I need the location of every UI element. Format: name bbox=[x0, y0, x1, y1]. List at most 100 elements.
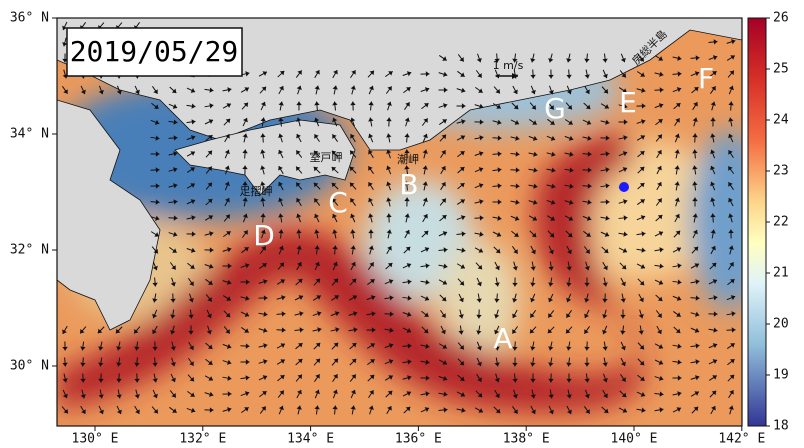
current-vector-head bbox=[549, 105, 554, 110]
current-vector-head bbox=[353, 327, 358, 333]
current-vector-head bbox=[299, 327, 304, 333]
current-vector-head bbox=[659, 407, 664, 413]
current-vector-head bbox=[695, 311, 700, 317]
current-vector-head bbox=[479, 135, 484, 141]
x-tick-label: 140° E bbox=[611, 432, 658, 447]
current-vector-head bbox=[514, 232, 519, 237]
current-vector-head bbox=[425, 391, 430, 397]
current-vector-head bbox=[513, 409, 518, 414]
current-vector-head bbox=[207, 182, 212, 188]
current-vector-head bbox=[441, 134, 447, 140]
current-vector-head bbox=[639, 151, 645, 156]
current-vector-head bbox=[695, 359, 700, 365]
current-vector-head bbox=[569, 199, 574, 205]
current-vector-head bbox=[386, 229, 392, 234]
current-vector-head bbox=[209, 407, 214, 413]
current-vector-head bbox=[513, 249, 518, 254]
current-vector-head bbox=[695, 375, 700, 381]
current-vector-head bbox=[551, 151, 556, 157]
current-vector-head bbox=[533, 151, 538, 157]
current-vector-head bbox=[404, 165, 410, 170]
current-vector-head bbox=[244, 247, 249, 252]
current-vector-head bbox=[639, 166, 645, 172]
current-vector-head bbox=[332, 389, 338, 395]
current-vector-head bbox=[494, 314, 500, 319]
current-vector-head bbox=[605, 183, 610, 189]
current-vector-head bbox=[243, 230, 248, 235]
current-vector-head bbox=[515, 183, 520, 189]
current-vector-head bbox=[477, 377, 482, 382]
current-vector-head bbox=[315, 358, 321, 364]
current-vector-head bbox=[62, 329, 67, 334]
current-vector-head bbox=[209, 247, 214, 253]
current-vector-head bbox=[641, 119, 646, 125]
current-vector-head bbox=[296, 166, 301, 172]
current-vector-head bbox=[641, 87, 646, 93]
current-vector-head bbox=[349, 166, 355, 172]
current-vector-head bbox=[695, 343, 700, 349]
current-vector-head bbox=[479, 103, 484, 109]
current-vector-head bbox=[261, 406, 266, 411]
current-vector-head bbox=[460, 135, 465, 140]
feature-label: C bbox=[328, 186, 348, 219]
x-tick-label: 138° E bbox=[503, 432, 550, 447]
current-vector-head bbox=[62, 393, 68, 399]
current-vector-head bbox=[566, 282, 572, 287]
current-vector-head bbox=[530, 74, 536, 79]
current-vector-head bbox=[424, 295, 430, 301]
current-vector-head bbox=[369, 390, 374, 395]
current-vector-head bbox=[531, 409, 536, 414]
current-vector-head bbox=[547, 328, 553, 334]
current-vector-head bbox=[677, 343, 682, 349]
current-vector-head bbox=[368, 133, 374, 139]
current-vector-head bbox=[495, 408, 501, 414]
current-vector-head bbox=[80, 346, 86, 351]
current-vector-head bbox=[281, 295, 286, 301]
current-vector-head bbox=[567, 104, 572, 110]
current-vector-head bbox=[278, 245, 284, 251]
current-vector-head bbox=[407, 375, 412, 381]
current-vector-head bbox=[675, 230, 681, 236]
current-vector-head bbox=[116, 89, 122, 95]
current-vector-head bbox=[676, 87, 682, 93]
current-vector-head bbox=[548, 394, 554, 399]
current-vector-head bbox=[710, 165, 716, 171]
current-vector-head bbox=[62, 378, 68, 383]
current-vector-head bbox=[242, 149, 248, 154]
current-vector-head bbox=[692, 149, 698, 154]
current-vector-head bbox=[658, 231, 664, 236]
current-vector-head bbox=[728, 166, 733, 171]
current-vector-head bbox=[279, 86, 284, 91]
current-vector-head bbox=[605, 119, 610, 125]
current-vector-head bbox=[620, 345, 626, 351]
current-vector-head bbox=[442, 231, 448, 237]
current-vector-head bbox=[152, 346, 158, 351]
current-vector-head bbox=[532, 216, 537, 221]
current-vector-head bbox=[585, 104, 591, 110]
current-vector-head bbox=[351, 278, 357, 284]
current-vector-head bbox=[441, 182, 446, 187]
current-vector-head bbox=[497, 135, 502, 141]
current-vector-head bbox=[515, 167, 520, 173]
current-vector-head bbox=[566, 89, 572, 95]
current-vector-head bbox=[567, 249, 572, 254]
current-vector-head bbox=[281, 311, 286, 317]
current-vector-head bbox=[677, 71, 682, 77]
current-vector-head bbox=[565, 328, 571, 334]
place-label: 室戸岬 bbox=[310, 150, 343, 164]
current-vector-head bbox=[605, 135, 610, 141]
current-vector-head bbox=[640, 135, 645, 140]
current-vector-head bbox=[404, 181, 410, 186]
current-vector-head bbox=[639, 183, 645, 188]
current-vector-head bbox=[263, 311, 268, 317]
current-vector-head bbox=[226, 296, 231, 301]
current-vector-head bbox=[677, 263, 682, 269]
current-vector-head bbox=[548, 58, 554, 63]
current-vector-head bbox=[478, 167, 484, 173]
current-vector-head bbox=[314, 117, 320, 123]
current-vector-head bbox=[566, 297, 572, 303]
current-vector-head bbox=[620, 361, 626, 367]
current-vector-head bbox=[512, 346, 518, 351]
current-vector-head bbox=[171, 393, 176, 398]
